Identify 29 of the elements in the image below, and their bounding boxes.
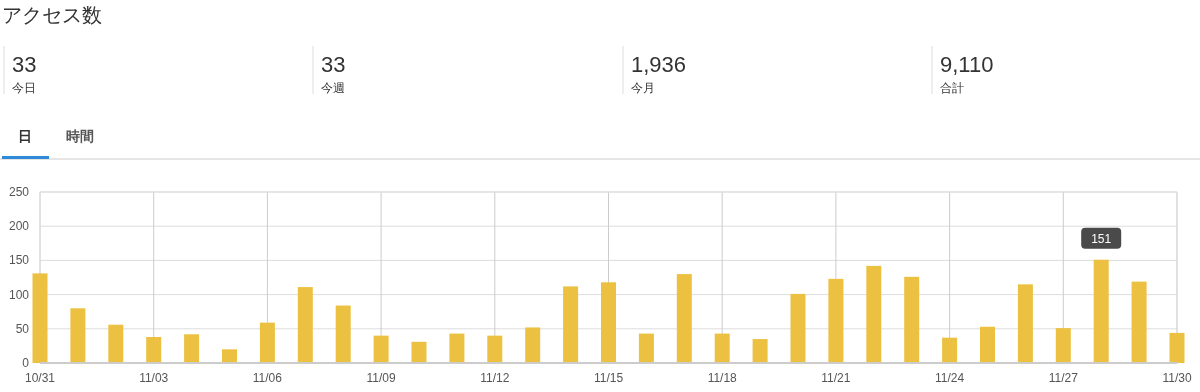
y-tick-label: 0 <box>22 356 30 370</box>
text: 今週 <box>321 81 345 95</box>
text: 今日 <box>12 81 36 95</box>
x-tick-label: 11/15 <box>593 371 624 385</box>
y-tick-label: 50 <box>15 321 30 336</box>
x-tick-label: 11/12 <box>480 371 510 385</box>
x-tick-label: 11/09 <box>366 371 396 385</box>
data-label: 151 <box>1091 231 1112 246</box>
x-tick-label: 11/24 <box>935 371 965 385</box>
text: 9,110 <box>940 52 994 77</box>
text: 時間 <box>66 128 94 144</box>
x-tick-label: 11/21 <box>821 371 851 385</box>
text: 合計 <box>940 81 964 95</box>
x-tick-label: 11/27 <box>1048 371 1079 385</box>
x-tick-label: 11/03 <box>139 371 169 385</box>
text: 今月 <box>631 81 655 95</box>
x-tick-label: 11/18 <box>707 371 738 385</box>
x-tick-label: 10/31 <box>24 371 56 385</box>
x-tick-label: 11/06 <box>252 371 283 385</box>
text: 日 <box>18 128 32 144</box>
text: 33 <box>12 52 37 77</box>
text: 33 <box>321 52 346 77</box>
title: アクセス数 <box>2 4 102 26</box>
y-tick-label: 200 <box>8 219 30 234</box>
x-tick-label: 11/30 <box>1162 371 1192 385</box>
y-tick-label: 100 <box>8 287 30 302</box>
y-tick-label: 150 <box>8 253 30 268</box>
y-tick-label: 250 <box>8 185 30 199</box>
text: 1,936 <box>631 52 687 77</box>
